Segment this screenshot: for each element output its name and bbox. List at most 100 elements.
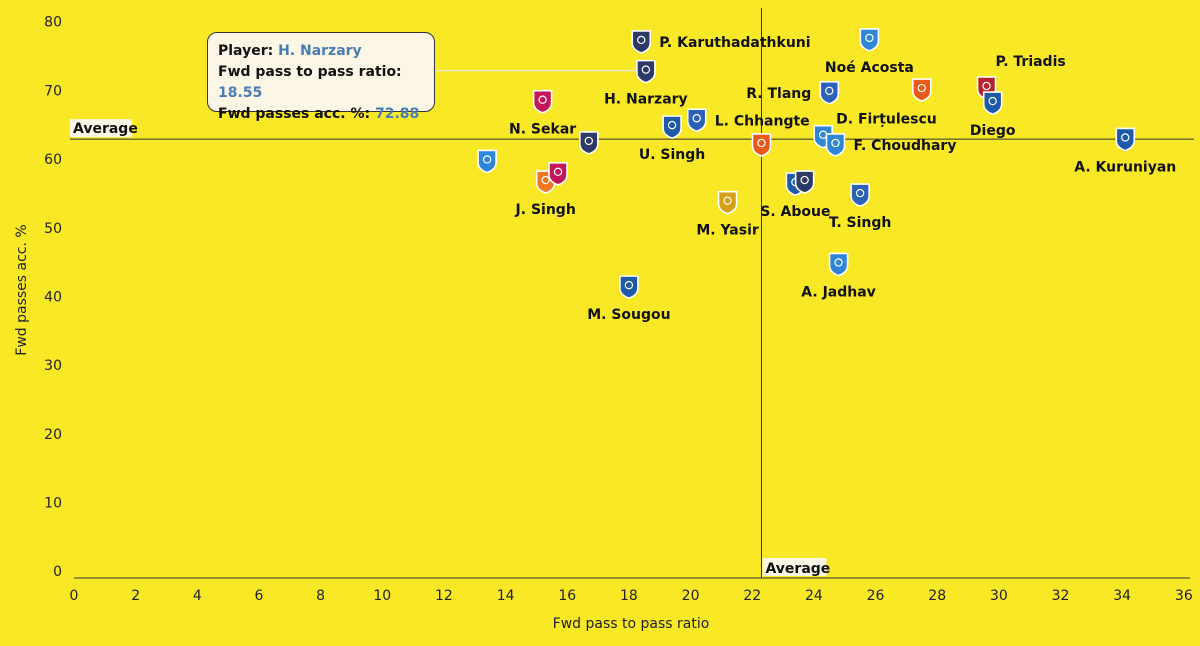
tooltip-acc-row: Fwd passes acc. %: 72.88 [218,104,424,125]
club-crest-icon [794,170,815,194]
crest-emblem [482,155,492,164]
club-crest-icon [819,80,840,105]
player-point [859,28,880,52]
tooltip-ratio-label: Fwd pass to pass ratio: [218,64,402,80]
crest-emblem [865,33,874,43]
club-crest-icon [631,30,652,54]
crest-emblem [667,120,677,130]
x-tick-label: 22 [743,588,761,604]
player-point [579,131,599,155]
crest-emblem [538,95,547,104]
point-label: D. Firțulescu [836,112,937,128]
club-crest-icon [636,59,656,84]
tooltip-ratio-value: 18.55 [218,85,263,101]
player-point [532,89,553,114]
point-label: R. Tlang [746,86,811,102]
player-point [686,108,707,133]
club-crest-icon [825,133,846,157]
x-tick-label: 14 [497,588,515,604]
player-point [825,133,846,157]
point-label: A. Kuruniyan [1074,159,1176,175]
crest-emblem [757,138,766,148]
crest-emblem [982,81,991,91]
crest-emblem [917,83,926,93]
tooltip-player-label: Player: [218,43,274,59]
x-tick-label: 24 [805,588,823,604]
player-point [477,149,497,174]
player-point [819,80,840,105]
tooltip-acc-label: Fwd passes acc. %: [218,106,371,122]
club-crest-icon [619,275,639,299]
club-crest-icon [686,108,707,133]
point-label: J. Singh [515,202,576,218]
point-label: Diego [970,123,1016,139]
player-point [619,275,639,299]
club-crest-icon [982,91,1003,115]
club-crest-icon [911,78,932,102]
point-labels: P. Karuthadathkuni H. Narzary N. Sekar U. S… [509,35,1176,323]
crest-emblem [1121,133,1130,142]
crest-emblem [641,65,651,74]
player-point [794,170,815,194]
point-label: H. Narzary [604,92,688,108]
club-crest-icon [828,252,849,277]
x-tick-label: 26 [867,588,885,604]
club-crest-icon [548,162,568,186]
y-tick-label: 60 [44,152,62,168]
player-point [548,162,568,186]
tooltip-player-value: H. Narzary [278,43,362,59]
x-tick-label: 32 [1052,588,1070,604]
x-tick-label: 8 [316,588,325,604]
reference-lines: Average Average [70,8,1194,578]
x-tick-label: 20 [682,588,700,604]
x-tick-label: 18 [620,588,638,604]
y-tick-label: 40 [44,289,62,305]
point-label: M. Yasir [696,223,759,239]
crest-emblem [855,188,865,198]
x-tick-label: 6 [255,588,264,604]
player-point [982,91,1003,115]
x-average-label-bg [762,558,827,576]
point-label: M. Sougou [587,307,670,323]
point-label: L. Chhangte [715,113,810,129]
x-tick-label: 12 [435,588,453,604]
player-point [636,59,656,84]
club-crest-icon [751,133,772,157]
x-tick-label: 36 [1175,588,1193,604]
tooltip-acc-value: 72.88 [374,106,420,122]
y-tick-label: 10 [44,495,62,511]
x-average-label: Average [765,561,830,577]
player-point [662,115,682,139]
club-crest-icon [859,28,880,52]
point-label: N. Sekar [509,122,576,138]
point-label: F. Choudhary [853,138,956,154]
y-axis-title: Fwd passes acc. % [14,224,30,355]
crest-emblem [831,138,840,148]
crest-emblem [988,96,997,106]
crest-emblem [541,175,550,185]
x-tick-label: 2 [131,588,140,604]
data-points [477,28,1136,299]
crest-emblem [637,35,646,45]
player-point [717,190,738,215]
x-tick-label: 30 [990,588,1008,604]
point-label: S. Aboue [760,204,830,220]
crest-emblem [584,136,594,146]
x-tick-label: 10 [373,588,391,604]
crest-emblem [624,280,634,290]
x-tick-label: 34 [1113,588,1131,604]
point-label: A. Jadhav [801,284,876,300]
y-average-label-bg [70,119,132,138]
x-tick-label: 4 [193,588,202,604]
player-point [911,78,932,102]
y-tick-label: 70 [44,83,62,99]
point-label: T. Singh [829,215,891,231]
player-point [751,133,772,157]
crest-emblem [553,167,563,177]
crest-emblem [692,114,701,123]
club-crest-icon [579,131,599,155]
club-crest-icon [477,149,497,174]
axes-layer: 0 2 4 6 8 10 12 14 16 18 20 22 24 26 28 30 32 34 360102030… [44,15,1193,604]
club-crest-icon [1115,127,1136,152]
